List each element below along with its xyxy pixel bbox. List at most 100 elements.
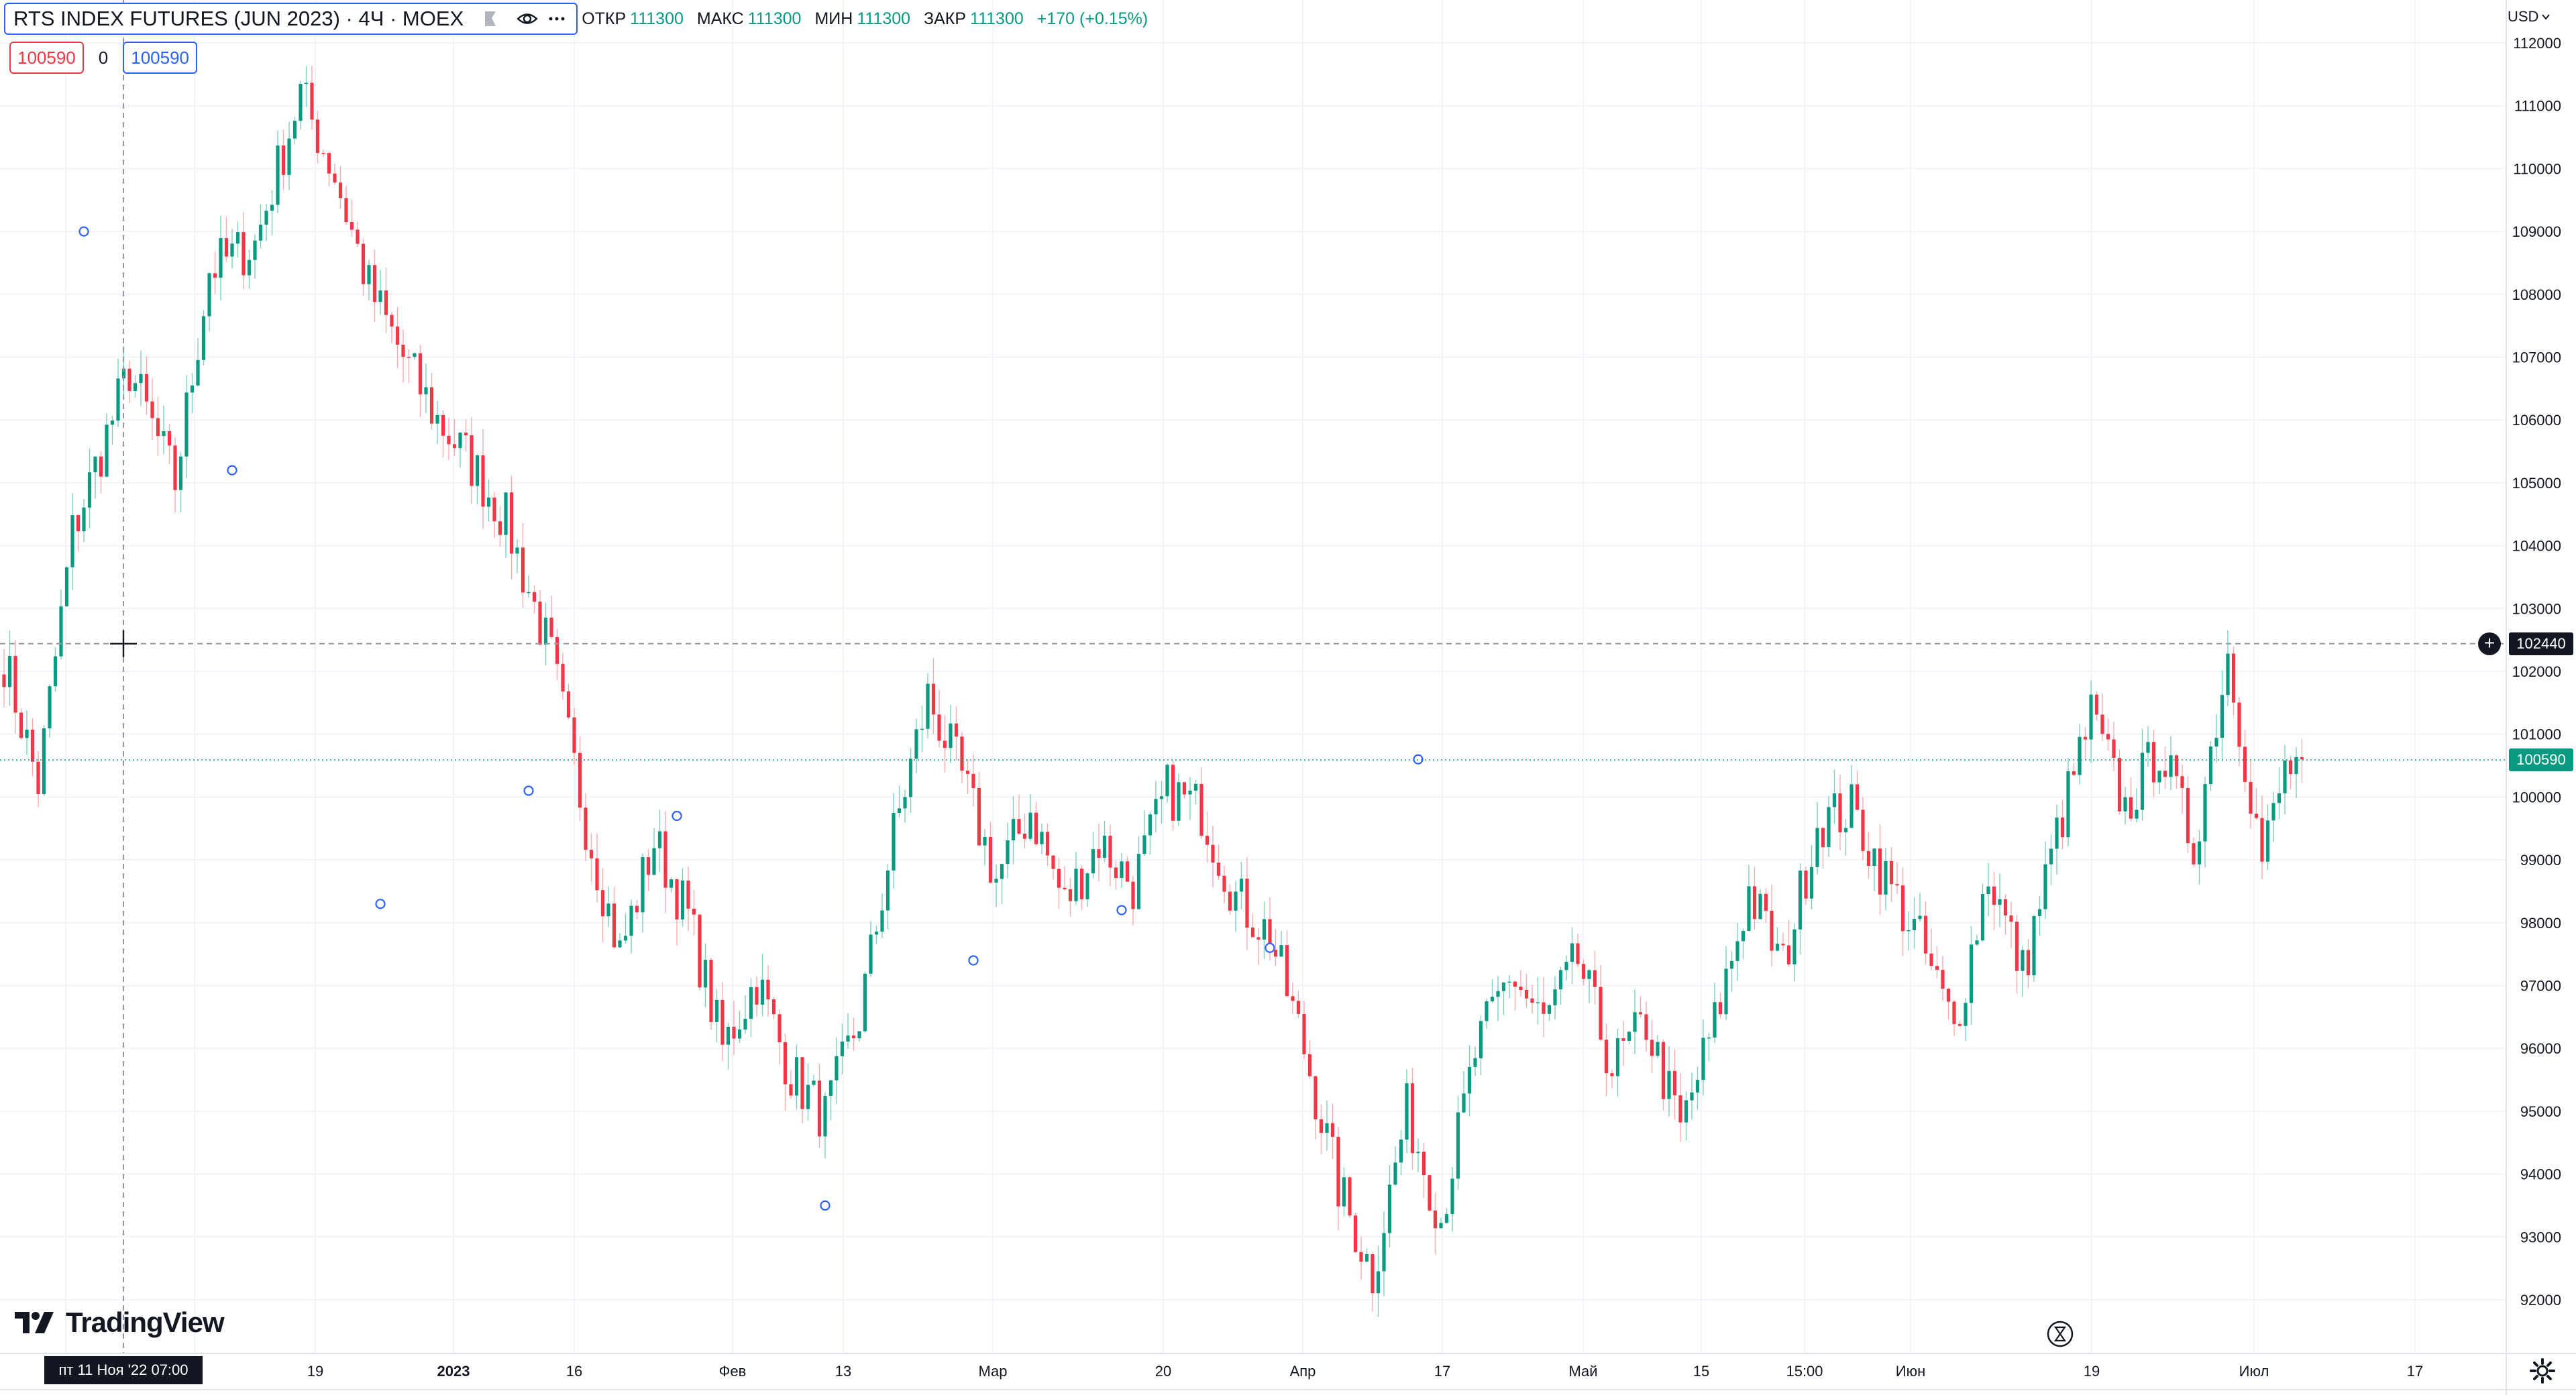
candle-body — [743, 1019, 747, 1030]
candle-body — [2174, 755, 2179, 777]
x-tick-label: Июл — [2239, 1363, 2269, 1380]
candle-body — [1758, 893, 1762, 919]
sell-button[interactable]: 100590 — [9, 42, 84, 74]
event-marker[interactable] — [1413, 754, 1424, 765]
candle-body — [1057, 869, 1061, 888]
more-icon[interactable] — [545, 7, 568, 30]
hourglass-icon[interactable] — [2046, 1320, 2074, 1348]
candle-body — [1165, 765, 1169, 797]
candle-body — [2129, 797, 2133, 819]
candle-body — [572, 717, 576, 753]
symbol-title[interactable]: RTS INDEX FUTURES (JUN 2023) · 4Ч · MOEX — [13, 7, 464, 30]
event-marker[interactable] — [375, 899, 386, 909]
y-tick-label: 106000 — [2512, 412, 2561, 429]
candle-body — [2300, 757, 2304, 760]
candle-body — [156, 418, 160, 437]
buy-button[interactable]: 100590 — [123, 42, 197, 74]
candle-body — [2094, 694, 2099, 715]
event-marker[interactable] — [78, 226, 89, 237]
candle-body — [1234, 891, 1238, 911]
candle-body — [1889, 860, 1894, 885]
candle-body — [127, 368, 131, 392]
candle-body — [1998, 899, 2002, 905]
event-marker[interactable] — [523, 785, 534, 796]
candle-body — [960, 736, 964, 771]
x-tick-label: Май — [1568, 1363, 1597, 1380]
close-value: 111300 — [970, 9, 1024, 28]
currency-selector[interactable]: USD — [2508, 8, 2551, 25]
candle-body — [1382, 1233, 1386, 1272]
candle-body — [1211, 844, 1215, 863]
candle-body — [669, 879, 674, 888]
candle-body — [1342, 1177, 1346, 1207]
candle-body — [196, 359, 200, 386]
candle-body — [2214, 737, 2218, 747]
candle-body — [93, 456, 97, 473]
candle-body — [1296, 1001, 1301, 1014]
candle-body — [1633, 1012, 1637, 1032]
candle-body — [851, 1035, 856, 1039]
event-marker[interactable] — [227, 465, 237, 476]
candle-body — [447, 435, 451, 445]
candle-body — [1017, 819, 1021, 834]
candle-body — [407, 357, 411, 358]
y-tick-label: 110000 — [2513, 160, 2561, 177]
candle-body — [378, 290, 382, 302]
candle-body — [1262, 919, 1267, 940]
candle-body — [1393, 1162, 1397, 1185]
candle-body — [2203, 784, 2207, 842]
candle-body — [543, 617, 548, 645]
candle-body — [299, 84, 303, 121]
candle-body — [53, 656, 58, 687]
candle-body — [623, 936, 628, 941]
tradingview-logo[interactable]: TradingView — [15, 1306, 225, 1339]
currency-label[interactable]: USD — [2508, 8, 2539, 25]
open-label: ОТКР — [582, 9, 627, 28]
candle-body — [1741, 931, 1746, 942]
candle-body — [988, 836, 993, 883]
event-marker[interactable] — [1116, 905, 1127, 915]
candle-body — [2072, 771, 2076, 775]
settings-gear-icon[interactable] — [2529, 1357, 2556, 1384]
candle-body — [1359, 1251, 1363, 1262]
candle-body — [828, 1080, 833, 1096]
candle-body — [794, 1057, 799, 1096]
candle-body — [1656, 1042, 1660, 1056]
candle-body — [1627, 1031, 1631, 1041]
event-marker[interactable] — [1265, 942, 1275, 953]
y-tick-label: 108000 — [2512, 286, 2561, 303]
candle-body — [1918, 915, 1922, 919]
candle-body — [2135, 810, 2139, 819]
candle-body — [1735, 941, 1739, 961]
flag-icon[interactable] — [478, 7, 501, 30]
x-tick-label: 19 — [2084, 1363, 2100, 1380]
candle-body — [914, 729, 918, 759]
candle-body — [504, 492, 508, 535]
add-alert-button[interactable]: + — [2478, 632, 2501, 655]
candle-body — [110, 421, 115, 425]
candle-body — [2157, 771, 2161, 783]
candle-body — [817, 1080, 822, 1137]
event-marker[interactable] — [672, 810, 682, 822]
x-tick-label: 15 — [1693, 1363, 1709, 1380]
candle-body — [361, 243, 366, 284]
candle-body — [1325, 1123, 1329, 1133]
candle-body — [48, 686, 52, 728]
candle-body — [749, 987, 753, 1019]
candle-body — [1416, 1152, 1420, 1154]
candle-body — [1941, 970, 1945, 989]
brand-name: TradingView — [66, 1306, 225, 1338]
candle-body — [1205, 836, 1210, 845]
candle-body — [538, 602, 542, 645]
eye-icon[interactable] — [516, 7, 539, 30]
candle-body — [589, 850, 594, 858]
candle-body — [1832, 793, 1837, 807]
event-marker[interactable] — [820, 1200, 830, 1211]
event-marker[interactable] — [968, 955, 979, 966]
symbol-info[interactable]: RTS INDEX FUTURES (JUN 2023) · 4Ч · MOEX — [4, 3, 578, 35]
candle-body — [1815, 828, 1819, 867]
candle-body — [1102, 836, 1107, 858]
candle-body — [1479, 1021, 1483, 1058]
